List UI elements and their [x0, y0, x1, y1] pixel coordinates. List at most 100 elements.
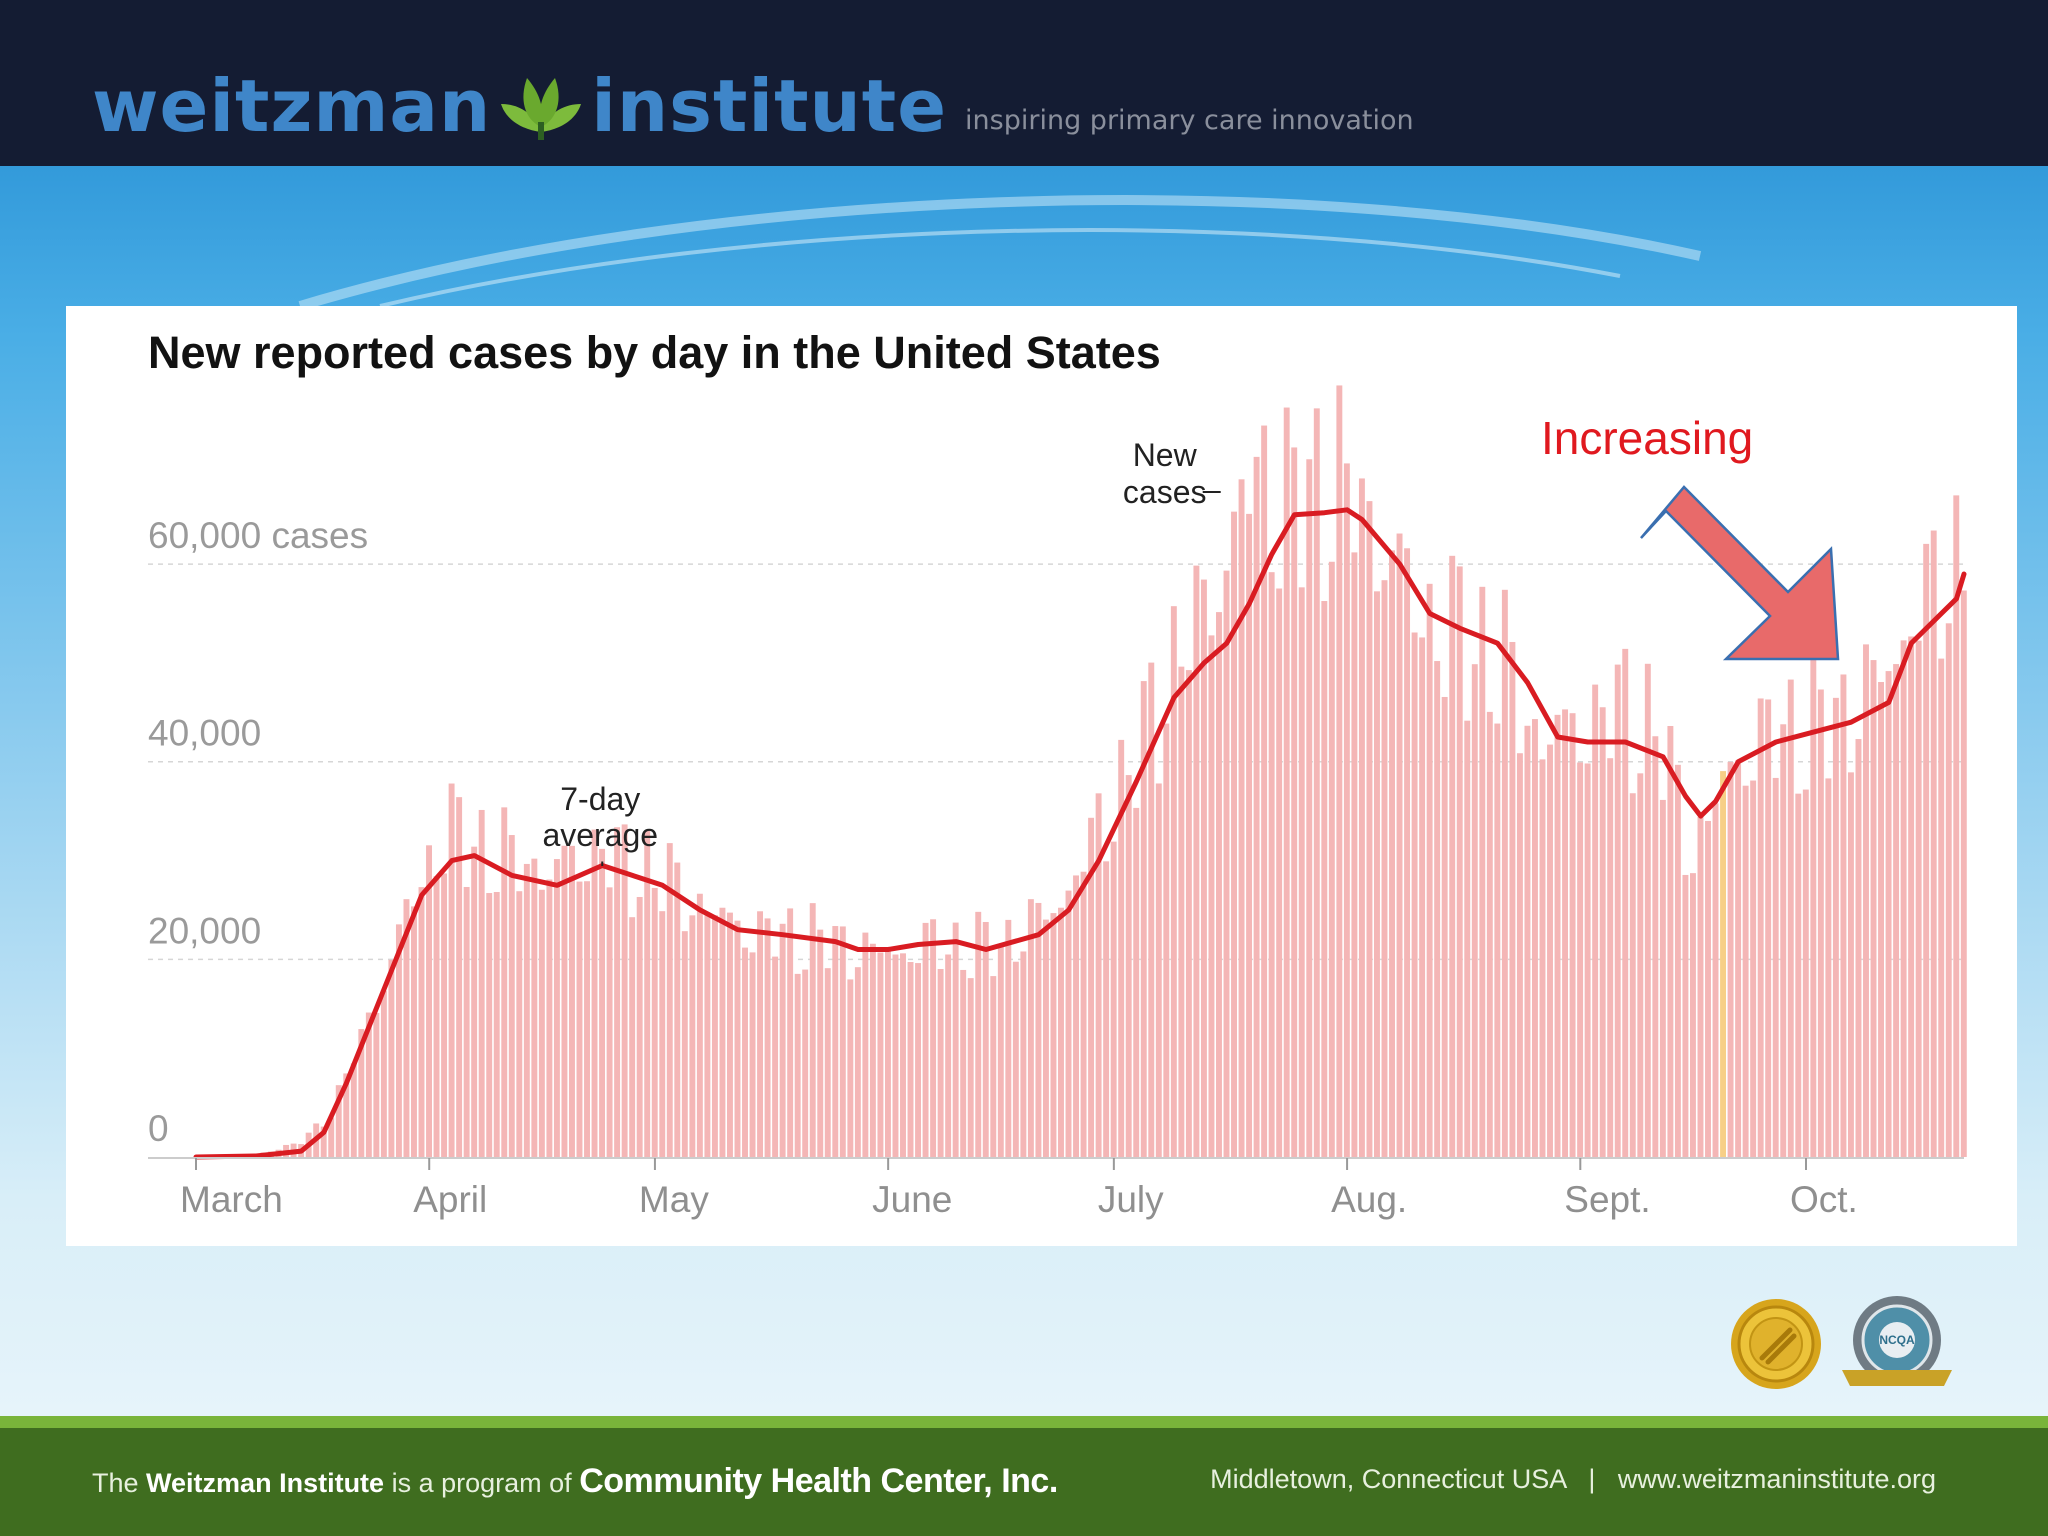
daily-case-bar: [1652, 736, 1659, 1157]
daily-case-bar: [569, 845, 575, 1157]
daily-case-bar: [441, 873, 448, 1157]
daily-case-bar: [764, 918, 771, 1157]
daily-case-bar: [1328, 561, 1335, 1157]
chart-card: New reported cases by day in the United …: [66, 306, 2017, 1246]
daily-case-bar: [1562, 709, 1569, 1157]
daily-case-bar: [1870, 660, 1877, 1157]
daily-case-bar: [1802, 789, 1809, 1157]
daily-case-bar: [523, 863, 530, 1157]
daily-case-bar: [990, 976, 997, 1157]
daily-case-bar: [1817, 689, 1824, 1157]
daily-case-bar: [463, 886, 470, 1157]
daily-case-bar: [1855, 739, 1862, 1157]
daily-case-bar: [1908, 636, 1915, 1157]
leaf-icon: [501, 78, 582, 140]
daily-case-bar: [930, 919, 937, 1157]
daily-case-bar: [1644, 663, 1651, 1157]
daily-case-bar: [1885, 671, 1892, 1157]
daily-case-bar: [1832, 697, 1839, 1157]
daily-case-bar: [1825, 778, 1832, 1157]
daily-case-bar: [1524, 725, 1531, 1157]
daily-case-bar: [365, 1012, 372, 1157]
footer-website-link[interactable]: www.weitzmaninstitute.org: [1617, 1464, 1936, 1494]
increasing-label: Increasing: [1541, 412, 1753, 464]
ncqa-badge: NCQA: [1842, 1296, 1952, 1386]
daily-case-bar: [1306, 459, 1313, 1157]
daily-case-bar: [456, 797, 463, 1157]
daily-case-bar: [982, 921, 989, 1157]
daily-case-bar: [1035, 902, 1042, 1157]
daily-case-bar: [1667, 726, 1674, 1157]
daily-case-bar: [1200, 579, 1207, 1157]
daily-case-bar: [1915, 640, 1922, 1157]
daily-case-bar: [1434, 661, 1441, 1157]
logo-word-right: institute: [591, 64, 948, 148]
daily-case-bar: [1464, 720, 1471, 1157]
daily-case-bar: [433, 876, 440, 1157]
daily-case-bar: [1223, 570, 1230, 1157]
daily-case-bar: [892, 954, 899, 1157]
daily-case-bar: [1351, 552, 1358, 1157]
x-tick-label: April: [413, 1179, 487, 1220]
footer-institute-name: Weitzman Institute: [146, 1468, 385, 1498]
daily-case-bar: [1118, 739, 1125, 1157]
daily-case-bar: [1840, 674, 1847, 1157]
daily-case-bar: [915, 963, 922, 1157]
daily-case-bar: [1584, 763, 1591, 1157]
daily-case-bar: [1938, 658, 1945, 1157]
daily-case-bar: [794, 973, 801, 1157]
daily-case-bar: [599, 848, 606, 1157]
daily-case-bar: [1148, 662, 1155, 1157]
daily-case-bar: [508, 835, 515, 1157]
footer-organization[interactable]: Community Health Center, Inc.: [579, 1462, 1058, 1500]
daily-case-bar: [1321, 601, 1328, 1157]
daily-case-bar: [1185, 670, 1192, 1157]
daily-case-bar: [772, 956, 779, 1157]
weitzman-logo[interactable]: weitzman institute inspiring primary car…: [92, 42, 1414, 142]
daily-case-bar: [493, 892, 500, 1157]
daily-case-bar: [478, 809, 485, 1157]
footer-middle-text: is a program of: [391, 1468, 572, 1498]
daily-case-bar: [666, 843, 673, 1157]
daily-case-bar: [335, 1085, 342, 1157]
daily-case-bar: [711, 915, 718, 1157]
daily-case-bar: [1945, 623, 1952, 1157]
daily-case-bar: [1231, 511, 1237, 1157]
y-tick-label-60000: 60,000 cases: [148, 515, 368, 556]
x-tick-label: June: [872, 1179, 952, 1220]
daily-case-bar: [538, 889, 545, 1157]
daily-case-bar: [328, 1117, 335, 1157]
daily-case-bar: [1253, 456, 1260, 1157]
daily-case-bar: [1960, 590, 1967, 1157]
footer-program-text: The Weitzman Institute is a program of C…: [92, 1462, 1058, 1501]
daily-case-bar: [1366, 501, 1373, 1157]
daily-case-bar: [757, 911, 764, 1157]
daily-case-bar: [719, 907, 726, 1157]
daily-case-bar: [1547, 744, 1553, 1157]
daily-case-bar: [1456, 566, 1463, 1157]
daily-case-bar: [727, 912, 733, 1157]
daily-case-bar: [1411, 632, 1418, 1157]
daily-case-bar: [486, 893, 493, 1157]
daily-case-bar: [411, 906, 417, 1157]
daily-case-bar: [1705, 820, 1711, 1157]
daily-case-bar: [1005, 919, 1012, 1157]
daily-case-bar: [1298, 587, 1305, 1157]
daily-case-bar: [854, 967, 861, 1157]
daily-case-bar: [1389, 550, 1395, 1157]
daily-case-bar: [817, 929, 824, 1157]
daily-case-bar: [1735, 760, 1742, 1157]
daily-case-bar: [742, 947, 748, 1157]
annotation-seven-day-average: average: [542, 817, 658, 853]
daily-case-bar: [1246, 513, 1253, 1157]
daily-case-bar: [418, 887, 425, 1157]
daily-case-bar: [516, 891, 523, 1157]
x-tick-label: Oct.: [1790, 1179, 1858, 1220]
header-bar: weitzman institute inspiring primary car…: [0, 0, 2048, 166]
y-tick-label-20000: 20,000: [148, 910, 261, 951]
daily-case-bar: [1772, 777, 1779, 1157]
daily-case-bar: [1577, 762, 1584, 1157]
daily-case-bar: [884, 950, 891, 1157]
footer-location: Middletown, Connecticut USA: [1210, 1464, 1566, 1494]
daily-case-bar: [869, 943, 876, 1157]
